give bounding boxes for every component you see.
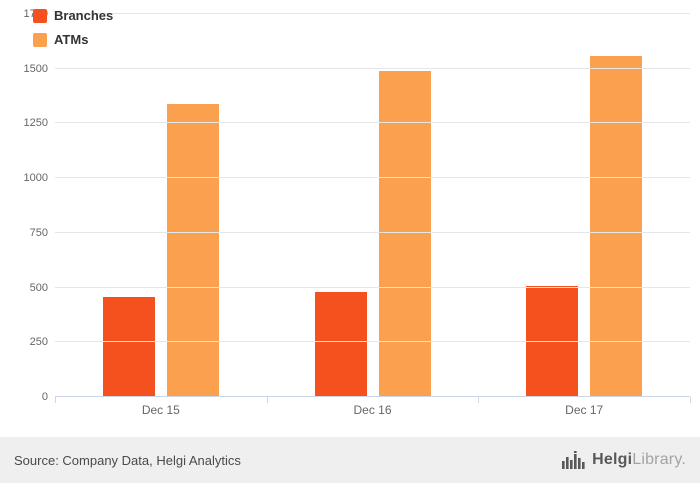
x-axis-tick — [266, 397, 268, 403]
gridline — [55, 396, 690, 397]
x-tick-label: Dec 15 — [141, 403, 180, 417]
x-axis-tick — [55, 397, 56, 403]
helgi-logo: HelgiLibrary. — [562, 451, 686, 469]
bar-group-dec-16 — [267, 14, 479, 397]
y-tick-label: 1000 — [23, 172, 48, 185]
bar-groups — [55, 14, 690, 397]
bar-branches-dec-16 — [314, 291, 367, 397]
bar-group-dec-15 — [55, 14, 267, 397]
bar-atms-dec-17 — [590, 55, 643, 397]
x-tick-label: Dec 17 — [565, 403, 604, 417]
y-axis: 02505007501000125015001750 — [0, 8, 48, 403]
bar-atms-dec-16 — [378, 70, 431, 397]
gridline — [55, 122, 690, 124]
x-axis-tick — [478, 397, 480, 403]
gridline — [55, 67, 690, 69]
y-tick-label: 750 — [29, 226, 48, 239]
gridline — [55, 13, 690, 14]
gridline — [55, 341, 690, 343]
y-tick-label: 500 — [29, 281, 48, 294]
gridline — [55, 177, 690, 179]
gridline — [55, 231, 690, 233]
logo-text-helgi: Helgi — [592, 451, 633, 468]
logo-text-dot: . — [681, 451, 686, 468]
legend-label-branches: Branches — [54, 8, 114, 23]
logo-text: HelgiLibrary. — [592, 451, 686, 469]
bar-group-dec-17 — [478, 14, 690, 397]
source-text: Source: Company Data, Helgi Analytics — [14, 452, 241, 468]
y-tick-label: 1500 — [23, 62, 48, 75]
legend-item-atms[interactable]: ATMs — [33, 32, 113, 47]
x-axis: Dec 15 Dec 16 Dec 17 — [55, 403, 690, 417]
footer: Source: Company Data, Helgi Analytics He… — [0, 437, 700, 483]
helgi-logo-icon — [562, 451, 585, 469]
bar-branches-dec-15 — [102, 297, 155, 397]
bar-atms-dec-15 — [166, 103, 219, 397]
y-tick-label: 0 — [41, 391, 48, 403]
plot-area — [55, 13, 690, 397]
y-tick-label: 250 — [29, 336, 48, 349]
legend-label-atms: ATMs — [54, 32, 89, 47]
legend-swatch-atms — [33, 32, 47, 47]
legend-item-branches[interactable]: Branches — [33, 8, 113, 23]
legend-swatch-branches — [33, 8, 47, 23]
logo-text-library: Library — [632, 451, 682, 468]
x-axis-tick — [690, 397, 691, 403]
gridline — [55, 286, 690, 288]
x-tick-label: Dec 16 — [353, 403, 392, 417]
legend: Branches ATMs — [33, 8, 113, 47]
y-tick-label: 1250 — [23, 117, 48, 130]
